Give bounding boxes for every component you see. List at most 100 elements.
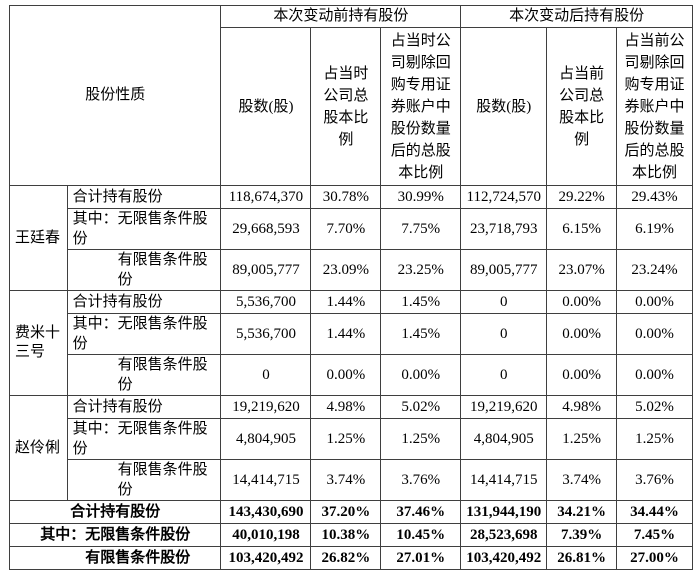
pct-before-total: 26.82% xyxy=(310,546,382,570)
shares-before: 118,674,370 xyxy=(220,185,312,209)
shares-before: 143,430,690 xyxy=(220,500,312,524)
pct-before-adjusted: 1.45% xyxy=(380,313,462,355)
holder-name: 赵伶俐 xyxy=(9,395,68,501)
shares-before: 5,536,700 xyxy=(220,290,312,314)
total-row-label: 合计持有股份 xyxy=(8,500,222,524)
pct-before-total: 23.09% xyxy=(310,249,382,291)
shares-before: 19,219,620 xyxy=(220,395,312,419)
shares-before: 4,804,905 xyxy=(220,418,312,460)
pct-before-adjusted: 0.00% xyxy=(380,354,462,396)
pct-before-adjusted: 30.99% xyxy=(380,185,462,209)
table-row: 其中：无限售条件股份 29,668,593 7.70% 7.75% 23,718… xyxy=(10,208,693,250)
pct-after-adjusted: 0.00% xyxy=(616,290,693,314)
pct-before-total: 3.74% xyxy=(310,459,382,501)
total-row: 其中：无限售条件股份 40,010,198 10.38% 10.45% 28,5… xyxy=(8,523,693,547)
pct-after-total: 4.98% xyxy=(546,395,618,419)
pct-adjusted-after-header: 占当前公司剔除回购专用证券账户中股份数量后的总股本比例 xyxy=(616,27,693,186)
pct-before-adjusted: 5.02% xyxy=(380,395,462,419)
row-label: 有限售条件股份 xyxy=(66,459,222,501)
shares-after-header: 股数(股) xyxy=(460,27,548,186)
pct-before-total: 0.00% xyxy=(310,354,382,396)
pct-before-total: 30.78% xyxy=(310,185,382,209)
shares-after: 0 xyxy=(460,354,548,396)
pct-before-adjusted: 10.45% xyxy=(380,523,462,547)
pct-after-adjusted: 0.00% xyxy=(616,313,693,355)
pct-after-total: 26.81% xyxy=(546,546,618,570)
table-row: 有限售条件股份 14,414,715 3.74% 3.76% 14,414,71… xyxy=(10,459,693,501)
table-row: 其中：无限售条件股份 4,804,905 1.25% 1.25% 4,804,9… xyxy=(10,418,693,460)
pct-before-total: 4.98% xyxy=(310,395,382,419)
table-row: 有限售条件股份 0 0.00% 0.00% 0 0.00% 0.00% xyxy=(10,354,693,396)
pct-after-adjusted: 34.44% xyxy=(616,500,693,524)
table-row: 费米十三号 合计持有股份 5,536,700 1.44% 1.45% 0 0.0… xyxy=(9,290,693,396)
shareholding-table: 股份性质 本次变动前持有股份 本次变动后持有股份 股数(股) 占当时公司总股本比… xyxy=(8,5,693,570)
total-row-label: 其中：无限售条件股份 xyxy=(8,523,222,547)
row-label: 其中：无限售条件股份 xyxy=(66,313,222,355)
pct-after-total: 1.25% xyxy=(546,418,618,460)
pct-after-total: 0.00% xyxy=(546,354,618,396)
pct-total-after-header-text: 占当前公司总股本比例 xyxy=(559,65,605,148)
pct-before-total: 37.20% xyxy=(310,500,382,524)
pct-after-adjusted: 5.02% xyxy=(616,395,693,419)
pct-after-total: 7.39% xyxy=(546,523,618,547)
pct-total-before-header: 占当时公司总股本比例 xyxy=(310,27,382,186)
row-label: 合计持有股份 xyxy=(66,395,222,419)
shares-before: 14,414,715 xyxy=(220,459,312,501)
holder-name: 费米十三号 xyxy=(9,290,68,396)
total-row-label: 有限售条件股份 xyxy=(8,546,222,570)
row-label: 合计持有股份 xyxy=(66,290,222,314)
shares-after: 112,724,570 xyxy=(460,185,548,209)
pct-before-total: 7.70% xyxy=(310,208,382,250)
pct-before-adjusted: 27.01% xyxy=(380,546,462,570)
row-label: 其中：无限售条件股份 xyxy=(66,418,222,460)
shares-after: 89,005,777 xyxy=(460,249,548,291)
shares-before: 0 xyxy=(220,354,312,396)
pct-after-total: 0.00% xyxy=(546,313,618,355)
shares-before: 89,005,777 xyxy=(220,249,312,291)
pct-after-adjusted: 29.43% xyxy=(616,185,693,209)
pct-before-adjusted: 1.45% xyxy=(380,290,462,314)
pct-before-total: 10.38% xyxy=(310,523,382,547)
pct-adjusted-after-header-text: 占当前公司剔除回购专用证券账户中股份数量后的总股本比例 xyxy=(624,32,685,181)
pct-after-total: 6.15% xyxy=(546,208,618,250)
shares-after: 0 xyxy=(460,313,548,355)
before-change-group-header: 本次变动前持有股份 xyxy=(220,5,462,28)
pct-before-adjusted: 1.25% xyxy=(380,418,462,460)
pct-total-before-header-text: 占当时公司总股本比例 xyxy=(323,65,369,148)
shares-after: 19,219,620 xyxy=(460,395,548,419)
pct-after-total: 34.21% xyxy=(546,500,618,524)
shares-before: 29,668,593 xyxy=(220,208,312,250)
table-row: 有限售条件股份 89,005,777 23.09% 23.25% 89,005,… xyxy=(10,249,693,291)
pct-total-after-header: 占当前公司总股本比例 xyxy=(546,27,618,186)
pct-after-total: 23.07% xyxy=(546,249,618,291)
shares-after: 4,804,905 xyxy=(460,418,548,460)
share-nature-header: 股份性质 xyxy=(8,5,222,186)
pct-before-total: 1.44% xyxy=(310,290,382,314)
pct-after-adjusted: 3.76% xyxy=(616,459,693,501)
table-row: 赵伶俐 合计持有股份 19,219,620 4.98% 5.02% 19,219… xyxy=(9,395,693,501)
shares-after: 103,420,492 xyxy=(460,546,548,570)
pct-after-adjusted: 7.45% xyxy=(616,523,693,547)
pct-after-adjusted: 1.25% xyxy=(616,418,693,460)
pct-adjusted-before-header: 占当时公司剔除回购专用证券账户中股份数量后的总股本比例 xyxy=(380,27,462,186)
pct-after-adjusted: 27.00% xyxy=(616,546,693,570)
shares-after: 28,523,698 xyxy=(460,523,548,547)
shares-before: 5,536,700 xyxy=(220,313,312,355)
shares-after: 23,718,793 xyxy=(460,208,548,250)
pct-after-total: 29.22% xyxy=(546,185,618,209)
pct-before-adjusted: 3.76% xyxy=(380,459,462,501)
pct-before-total: 1.44% xyxy=(310,313,382,355)
pct-before-adjusted: 7.75% xyxy=(380,208,462,250)
row-label: 有限售条件股份 xyxy=(66,249,222,291)
table-row: 王廷春 合计持有股份 118,674,370 30.78% 30.99% 112… xyxy=(9,185,693,291)
pct-after-adjusted: 6.19% xyxy=(616,208,693,250)
shares-before-header: 股数(股) xyxy=(220,27,312,186)
pct-after-adjusted: 23.24% xyxy=(616,249,693,291)
row-label: 有限售条件股份 xyxy=(66,354,222,396)
shares-after: 0 xyxy=(460,290,548,314)
after-change-group-header: 本次变动后持有股份 xyxy=(460,5,693,28)
total-row: 有限售条件股份 103,420,492 26.82% 27.01% 103,42… xyxy=(8,546,693,570)
pct-after-total: 0.00% xyxy=(546,290,618,314)
table-row: 其中：无限售条件股份 5,536,700 1.44% 1.45% 0 0.00%… xyxy=(10,313,693,355)
shares-after: 14,414,715 xyxy=(460,459,548,501)
